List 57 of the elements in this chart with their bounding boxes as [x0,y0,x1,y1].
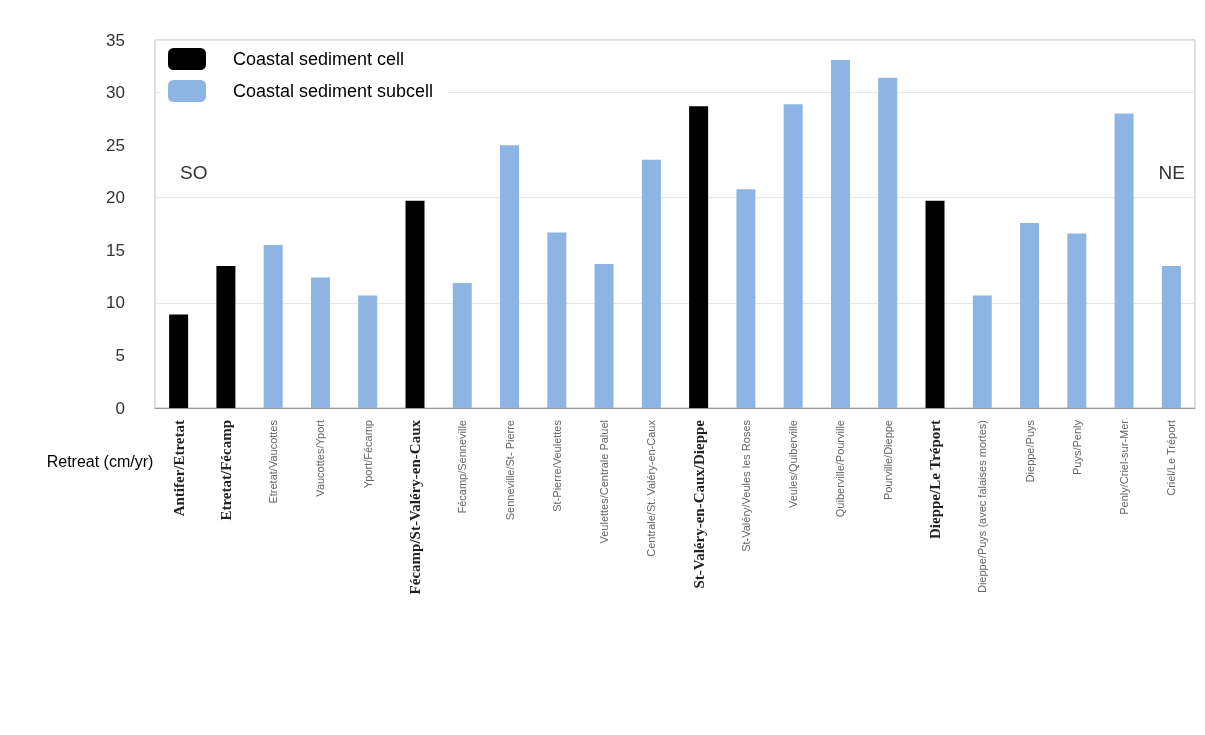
x-tick-label: Puys/Penly [1070,419,1083,476]
bar [1161,266,1181,408]
x-tick-label: Senneville/St- Pierre [503,420,516,521]
x-tick-label: Quiberville/Pourville [834,420,847,518]
bar [169,314,189,408]
y-tick-label: 25 [106,135,125,155]
y-tick-label: 30 [106,83,125,103]
x-tick-label: Fécamp/St-Valéry-en-Caux [407,419,423,595]
legend-label: Coastal sediment cell [233,49,405,69]
x-tick-label: Pourville/Dieppe [881,420,894,501]
bar [830,59,850,408]
annotation: SO [180,162,208,183]
bar [452,282,472,408]
bar [263,245,283,408]
bar [878,77,898,408]
bar [216,266,236,408]
bar [925,200,945,408]
bar [500,145,520,408]
x-tick-label: St-Pierre/Veulettes [550,419,563,512]
x-tick-label: Veules/Quiberville [787,420,800,509]
bar [972,295,992,408]
bar [310,277,330,408]
bar [405,200,425,408]
y-tick-label: 20 [106,188,125,208]
y-tick-label: 35 [106,30,125,50]
bar [358,295,378,408]
x-tick-label: Dieppe/Puys (avec falaises mortes) [976,420,989,594]
y-tick-label: 5 [115,345,125,365]
bar [641,159,661,408]
bar [1067,233,1087,408]
y-tick-label: 15 [106,240,125,260]
y-axis-title: Retreat (cm/yr) [46,452,154,470]
bar [736,189,756,408]
x-tick-label: Fécamp/Senneville [456,420,469,514]
x-tick-label: Yport/Fécamp [361,420,374,489]
x-tick-label: Etretat/Vaucottes [267,419,280,504]
x-tick-label: Etretat/Fécamp [217,420,234,521]
x-tick-label: Veulettes/Centrale Paluel [598,420,611,544]
x-tick-label: Antifer/Etretat [170,420,187,517]
x-tick-label: Centrale/St. Valéry-en-Caux [645,419,658,557]
x-tick-label: Vaucottes/Yport [314,420,327,497]
x-tick-label: Dieppe/Le Tréport [927,420,943,540]
bar [547,232,567,408]
annotation: NE [1158,162,1186,183]
y-tick-label: 0 [115,398,125,418]
x-tick-label: Penly/Criel-sur-Mer [1118,419,1131,515]
bar [1020,222,1040,408]
x-tick-label: Criel/Le Tréport [1165,420,1178,496]
x-tick-label: Dieppe/Puys [1023,419,1036,483]
x-tick-label: St-Valéry/Veules les Roses [739,419,752,552]
bar [783,104,803,408]
bar [689,106,709,408]
legend-label: Coastal sediment subcell [233,81,434,101]
bar [1114,113,1134,408]
x-tick-label: St-Valéry-en-Caux/Dieppe [690,419,707,589]
y-tick-label: 10 [106,293,125,313]
bar [594,263,614,408]
